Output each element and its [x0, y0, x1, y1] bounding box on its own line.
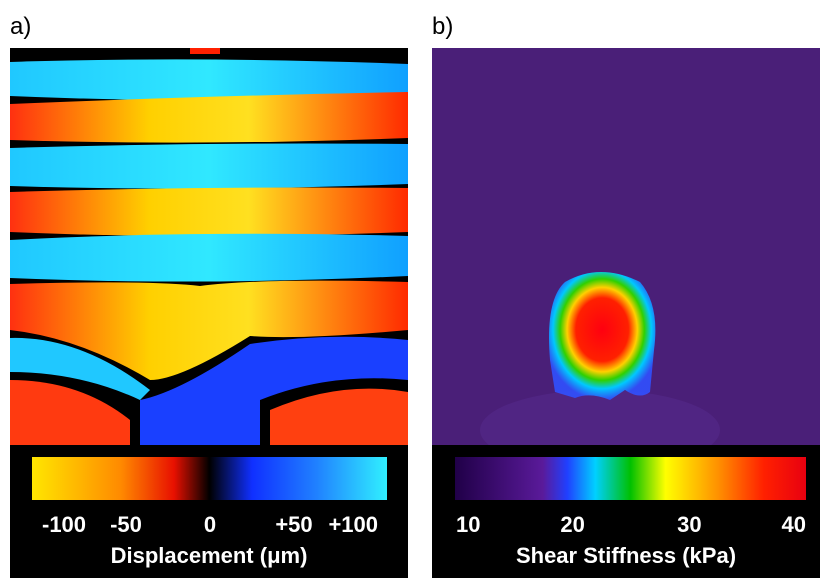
stiffness-map	[432, 48, 820, 470]
colorbar-tick-label: 10	[456, 512, 480, 537]
colorbar	[32, 457, 387, 500]
colorbar-tick-label: 40	[782, 512, 806, 537]
displacement-map	[10, 48, 408, 445]
colorbar-tick-label: 30	[677, 512, 701, 537]
colorbar-tick-label: 0	[204, 512, 216, 537]
colorbar-tick-label: +100	[328, 512, 378, 537]
panel-label: b)	[432, 13, 453, 40]
colorbar-tick-label: 20	[560, 512, 584, 537]
colorbar-title: Shear Stiffness (kPa)	[516, 543, 736, 568]
colorbar-tick-label: +50	[275, 512, 312, 537]
panel-label: a)	[10, 13, 31, 40]
colorbar	[455, 457, 806, 500]
colorbar-title: Displacement (μm)	[111, 543, 308, 568]
colorbar-tick-label: -50	[110, 512, 142, 537]
colorbar-tick-label: -100	[42, 512, 86, 537]
